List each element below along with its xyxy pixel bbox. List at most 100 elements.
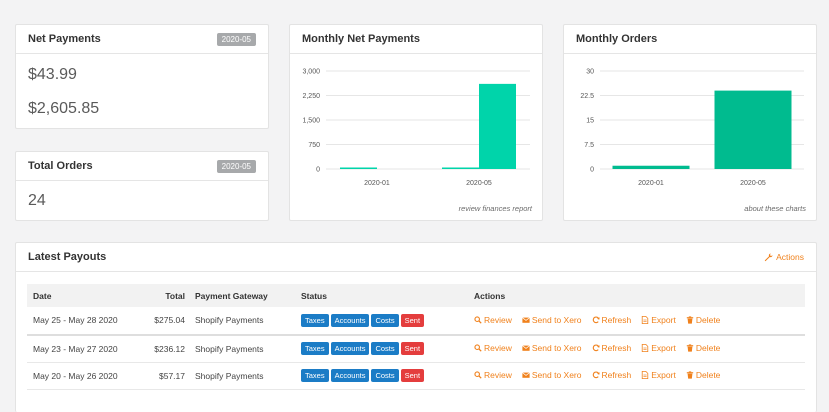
delete-button[interactable]: Delete	[686, 314, 721, 325]
chart-bar	[340, 167, 377, 169]
table-row: May 25 - May 28 2020 $275.04 Shopify Payme…	[27, 307, 805, 336]
refresh-button[interactable]: Refresh	[592, 370, 632, 381]
action-label: Delete	[695, 370, 721, 381]
action-label: Export	[651, 343, 676, 353]
monthly-orders-title: Monthly Orders	[576, 33, 658, 45]
envelope-icon	[522, 317, 530, 323]
latest-payouts-header: Latest Payouts Actions	[16, 243, 816, 272]
review-finances-report-link[interactable]: review finances report	[458, 204, 532, 213]
action-label: Refresh	[601, 343, 632, 353]
y-tick-label: 0	[316, 167, 320, 174]
export-button[interactable]: Export	[641, 343, 676, 353]
y-tick-label: 30	[586, 69, 594, 76]
action-label: Send to Xero	[531, 370, 582, 381]
accounts-tag[interactable]: Accounts	[330, 342, 370, 355]
payout-status: Taxes Accounts Costs Sent	[295, 307, 468, 336]
taxes-tag[interactable]: Taxes	[301, 342, 329, 355]
payout-total: $275.04	[139, 307, 189, 336]
action-label: Send to Xero	[531, 343, 582, 353]
payout-gateway: Shopify Payments	[189, 362, 295, 390]
total-orders-card: Total Orders 2020-05 24	[15, 151, 269, 221]
action-label: Export	[651, 370, 676, 381]
actions-menu-button[interactable]: Actions	[764, 252, 804, 262]
send-to-xero-button[interactable]: Send to Xero	[522, 370, 582, 380]
net-payments-card: Net Payments 2020-05 $43.99 $2,605.85	[15, 24, 269, 129]
about-these-charts-link[interactable]: about these charts	[744, 204, 806, 213]
monthly-orders-header: Monthly Orders	[564, 25, 816, 54]
column-status: Status	[301, 290, 327, 301]
y-tick-label: 3,000	[302, 69, 320, 76]
file-export-icon	[642, 371, 649, 380]
search-icon	[474, 371, 482, 379]
table-row: May 23 - May 27 2020 $236.12 Shopify Payme…	[27, 334, 805, 363]
latest-payouts-title: Latest Payouts	[28, 251, 107, 263]
chart-bar	[612, 165, 690, 169]
monthly-net-payments-chart: 0 750 1,500 2,250 3,000 2020-01 2020-05	[302, 69, 530, 187]
send-to-xero-button[interactable]: Send to Xero	[522, 343, 582, 353]
sent-tag[interactable]: Sent	[400, 342, 425, 355]
costs-tag[interactable]: Costs	[371, 369, 399, 383]
review-button[interactable]: Review	[474, 370, 512, 380]
action-label: Refresh	[601, 370, 632, 381]
accounts-tag[interactable]: Accounts	[330, 313, 370, 327]
refresh-button[interactable]: Refresh	[592, 343, 632, 353]
file-export-icon	[642, 315, 649, 324]
send-to-xero-button[interactable]: Send to Xero	[522, 315, 582, 325]
payout-actions: Review Send to Xero Refresh Export Delete	[468, 362, 805, 390]
payout-gateway: Shopify Payments	[189, 307, 295, 336]
action-label: Review	[484, 343, 512, 353]
net-payments-period-badge: 2020-05	[216, 32, 256, 46]
total-orders-title: Total Orders	[28, 160, 93, 172]
payout-total: $57.17	[139, 362, 189, 390]
export-button[interactable]: Export	[641, 315, 676, 325]
sent-tag[interactable]: Sent	[400, 313, 425, 327]
action-label: Refresh	[601, 314, 632, 325]
delete-button[interactable]: Delete	[686, 343, 721, 353]
trash-icon	[686, 316, 694, 324]
payout-actions: Review Send to Xero Refresh Export Delete	[468, 334, 805, 363]
x-tick-label: 2020-01	[364, 180, 390, 187]
y-tick-label: 2,250	[302, 93, 320, 100]
payout-date: May 25 - May 28 2020	[27, 307, 139, 336]
actions-label: Actions	[776, 252, 804, 262]
payout-actions: Review Send to Xero Refresh Export Delete	[468, 307, 805, 336]
trash-icon	[686, 371, 694, 379]
costs-tag[interactable]: Costs	[371, 313, 399, 327]
delete-button[interactable]: Delete	[686, 370, 721, 381]
monthly-net-payments-header: Monthly Net Payments	[290, 25, 542, 54]
refresh-icon	[592, 344, 600, 352]
total-orders-value: 24	[28, 192, 46, 209]
sent-tag[interactable]: Sent	[400, 369, 425, 383]
refresh-button[interactable]: Refresh	[592, 314, 632, 325]
taxes-tag[interactable]: Taxes	[301, 369, 329, 383]
file-export-icon	[642, 344, 649, 352]
payouts-table-header-row: Date Total Payment Gateway Status Action…	[27, 284, 805, 307]
costs-tag[interactable]: Costs	[371, 342, 399, 355]
y-tick-label: 0	[590, 167, 594, 174]
trash-icon	[686, 344, 694, 352]
action-label: Send to Xero	[531, 314, 582, 325]
monthly-net-payments-title: Monthly Net Payments	[302, 33, 420, 45]
net-payments-value-primary: $43.99	[28, 66, 77, 83]
accounts-tag[interactable]: Accounts	[330, 369, 370, 383]
monthly-orders-chart: 0 7.5 15 22.5 30 2020-01 2020-05	[580, 69, 804, 187]
action-label: Export	[651, 314, 676, 325]
net-payments-title: Net Payments	[28, 33, 101, 45]
review-button[interactable]: Review	[474, 315, 512, 325]
column-payment-gateway: Payment Gateway	[195, 290, 268, 301]
envelope-icon	[522, 372, 530, 379]
y-tick-label: 7.5	[584, 142, 594, 149]
payout-total: $236.12	[139, 334, 189, 363]
payout-date: May 23 - May 27 2020	[27, 334, 139, 363]
x-tick-label: 2020-05	[740, 180, 766, 187]
action-label: Delete	[695, 314, 721, 325]
action-label: Delete	[695, 343, 721, 353]
chart-bar	[442, 167, 479, 169]
search-icon	[474, 344, 482, 352]
taxes-tag[interactable]: Taxes	[301, 313, 329, 327]
net-payments-header: Net Payments 2020-05	[16, 25, 268, 54]
net-payments-value-secondary: $2,605.85	[28, 100, 100, 117]
review-button[interactable]: Review	[474, 343, 512, 353]
export-button[interactable]: Export	[641, 370, 676, 380]
monthly-net-payments-card: Monthly Net Payments 0 750 1,500 2,250 3,000…	[289, 24, 543, 221]
